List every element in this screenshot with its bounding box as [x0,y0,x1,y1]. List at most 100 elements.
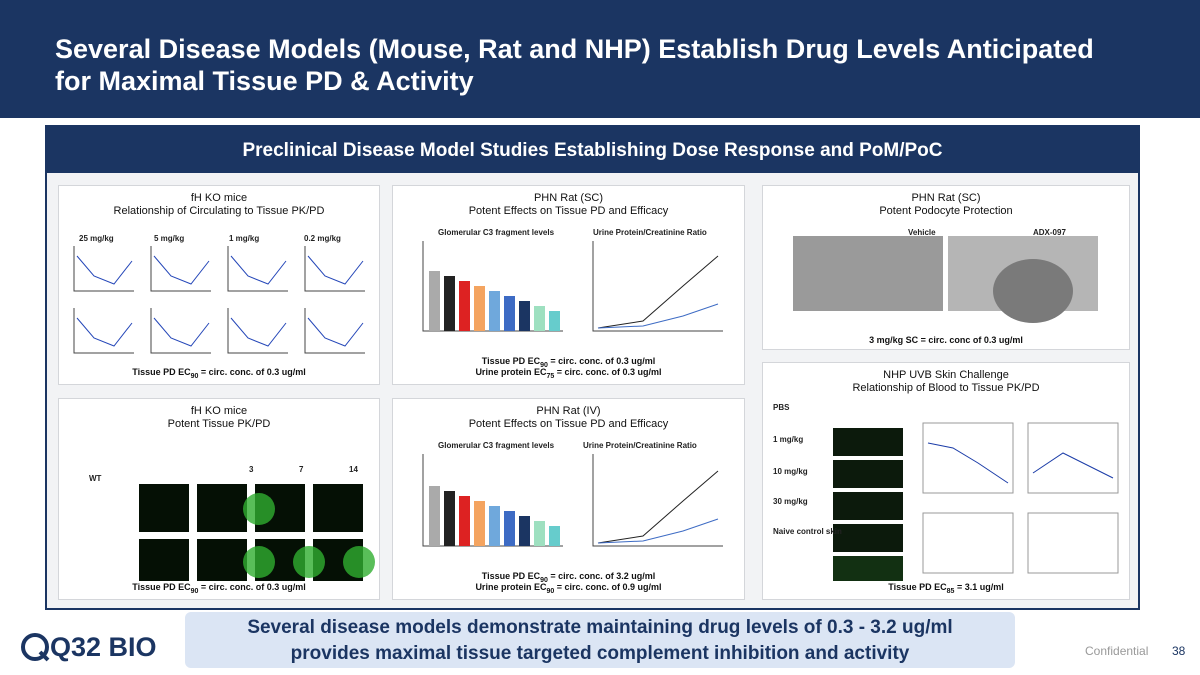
caption: Urine protein EC75 = circ. conc. of 0.3 … [393,367,744,380]
panel-label: 1 mg/kg [773,435,804,444]
sketch [489,291,500,331]
sketch [833,492,903,520]
sketch [922,512,1014,574]
sketch [150,246,211,292]
sketch [474,501,485,546]
figure-panel: fH KO mice Relationship of Circulating to… [58,185,380,385]
sketch [1027,512,1119,574]
sketch [597,518,719,544]
sketch [1032,452,1114,479]
panel-label: 30 mg/kg [773,497,808,506]
sketch [307,317,364,347]
caption-text: = circ. conc. of 0.3 ug/ml [198,367,306,378]
panel-subtitle: Potent Effects on Tissue PD and Efficacy [468,418,669,430]
sketch [313,484,363,532]
caption-sub: 90 [190,588,199,595]
sketch [307,255,364,285]
panel-label: 5 mg/kg [154,234,185,243]
caption-text: Tissue PD EC [132,367,191,378]
sketch [227,246,288,292]
sketch [597,255,719,329]
sketch [243,546,275,578]
sketch [444,491,455,546]
caption-text: Tissue PD EC [481,356,541,367]
sketch [592,454,723,547]
figure-sketch [422,241,723,332]
sketch [197,484,247,532]
sketch [139,484,189,532]
callout-text: Several disease models demonstrate maint… [247,617,953,638]
caption-text: = circ. conc. of 0.3 ug/ml [198,582,306,593]
sketch [833,460,903,488]
panel-title: NHP UVB Skin Challenge [883,369,1009,381]
sketch [153,255,210,285]
panel-label: 7 [299,465,304,474]
panel-title: PHN Rat (SC) [911,192,981,204]
caption: 3 mg/kg SC = circ. conc of 0.3 ug/ml [763,335,1129,345]
sketch [534,306,545,331]
panel-label: Urine Protein/Creatinine Ratio [593,228,707,237]
figure-sketch [73,246,365,354]
caption-text: = circ. conc. of 0.3 ug/ml [547,356,656,367]
callout: Several disease models demonstrate maint… [185,612,1015,668]
sketch [597,303,719,329]
sketch [293,546,325,578]
caption: Tissue PD EC90 = circ. conc. of 0.3 ug/m… [393,356,744,369]
sketch [444,276,455,331]
panel-label: 25 mg/kg [79,234,114,243]
caption-sub: 75 [546,373,555,380]
caption-sub: 85 [946,588,955,595]
panel-title: fH KO mice [190,192,248,204]
panel-subtitle: Relationship of Blood to Tissue PK/PD [852,382,1040,394]
panel-label: PBS [773,403,790,412]
sketch [597,470,719,544]
panel-label: 1 mg/kg [229,234,260,243]
sketch [139,539,189,581]
sketch [922,422,1014,494]
caption-text: Urine protein EC [475,582,547,593]
sketch [429,271,440,331]
caption-text: Urine protein EC [475,367,547,378]
sketch [1027,422,1119,494]
caption: Tissue PD EC90 = circ. conc. of 0.3 ug/m… [59,367,379,380]
panel-label: 14 [349,465,358,474]
panel-subtitle: Potent Podocyte Protection [879,205,1013,217]
logo-mark [21,633,50,662]
sketch [429,486,440,546]
sketch [549,311,560,331]
figure-panel: PHN Rat (SC) Potent Podocyte Protection Ve… [762,185,1130,350]
panel-subtitle: Relationship of Circulating to Tissue PK… [113,205,325,217]
panel-title: PHN Rat (IV) [536,405,601,417]
figure-panel: fH KO mice Potent Tissue PK/PD WT 3 7 14 Tissu… [58,398,380,600]
sketch [519,301,530,331]
sketch [76,255,133,285]
logo: Q32 BIO [50,632,157,662]
figure-panel: NHP UVB Skin Challenge Relationship of Bl… [762,362,1130,600]
caption-sub: 90 [546,588,555,595]
sketch [73,308,134,354]
sketch [422,454,563,547]
callout-text: provides maximal tissue targeted complem… [290,643,910,664]
sketch [243,493,275,525]
caption-text: Tissue PD EC [888,582,947,593]
panel-label: ADX-097 [1033,228,1066,237]
sketch [504,511,515,546]
caption-sub: 90 [540,577,548,584]
caption-text: Tissue PD EC [481,571,541,582]
panel-label: Vehicle [908,228,936,237]
figure-sketch [422,454,723,547]
caption-text: 3 mg/kg SC = circ. conc of 0.3 ug/ml [869,335,1023,345]
sketch [592,241,723,332]
title: for Maximal Tissue PD & Activity [55,66,474,96]
sketch [150,308,211,354]
caption-text: = circ. conc. of 0.3 ug/ml [554,367,662,378]
figure-sketch [139,484,375,581]
panel-label: Urine Protein/Creatinine Ratio [583,441,697,450]
sketch [230,255,287,285]
confidential: Confidential [1085,644,1149,658]
panel-label: Glomerular C3 fragment levels [438,228,555,237]
panel-label: 10 mg/kg [773,467,808,476]
section-title: Preclinical Disease Model Studies Establ… [45,125,1140,173]
sketch [73,246,134,292]
